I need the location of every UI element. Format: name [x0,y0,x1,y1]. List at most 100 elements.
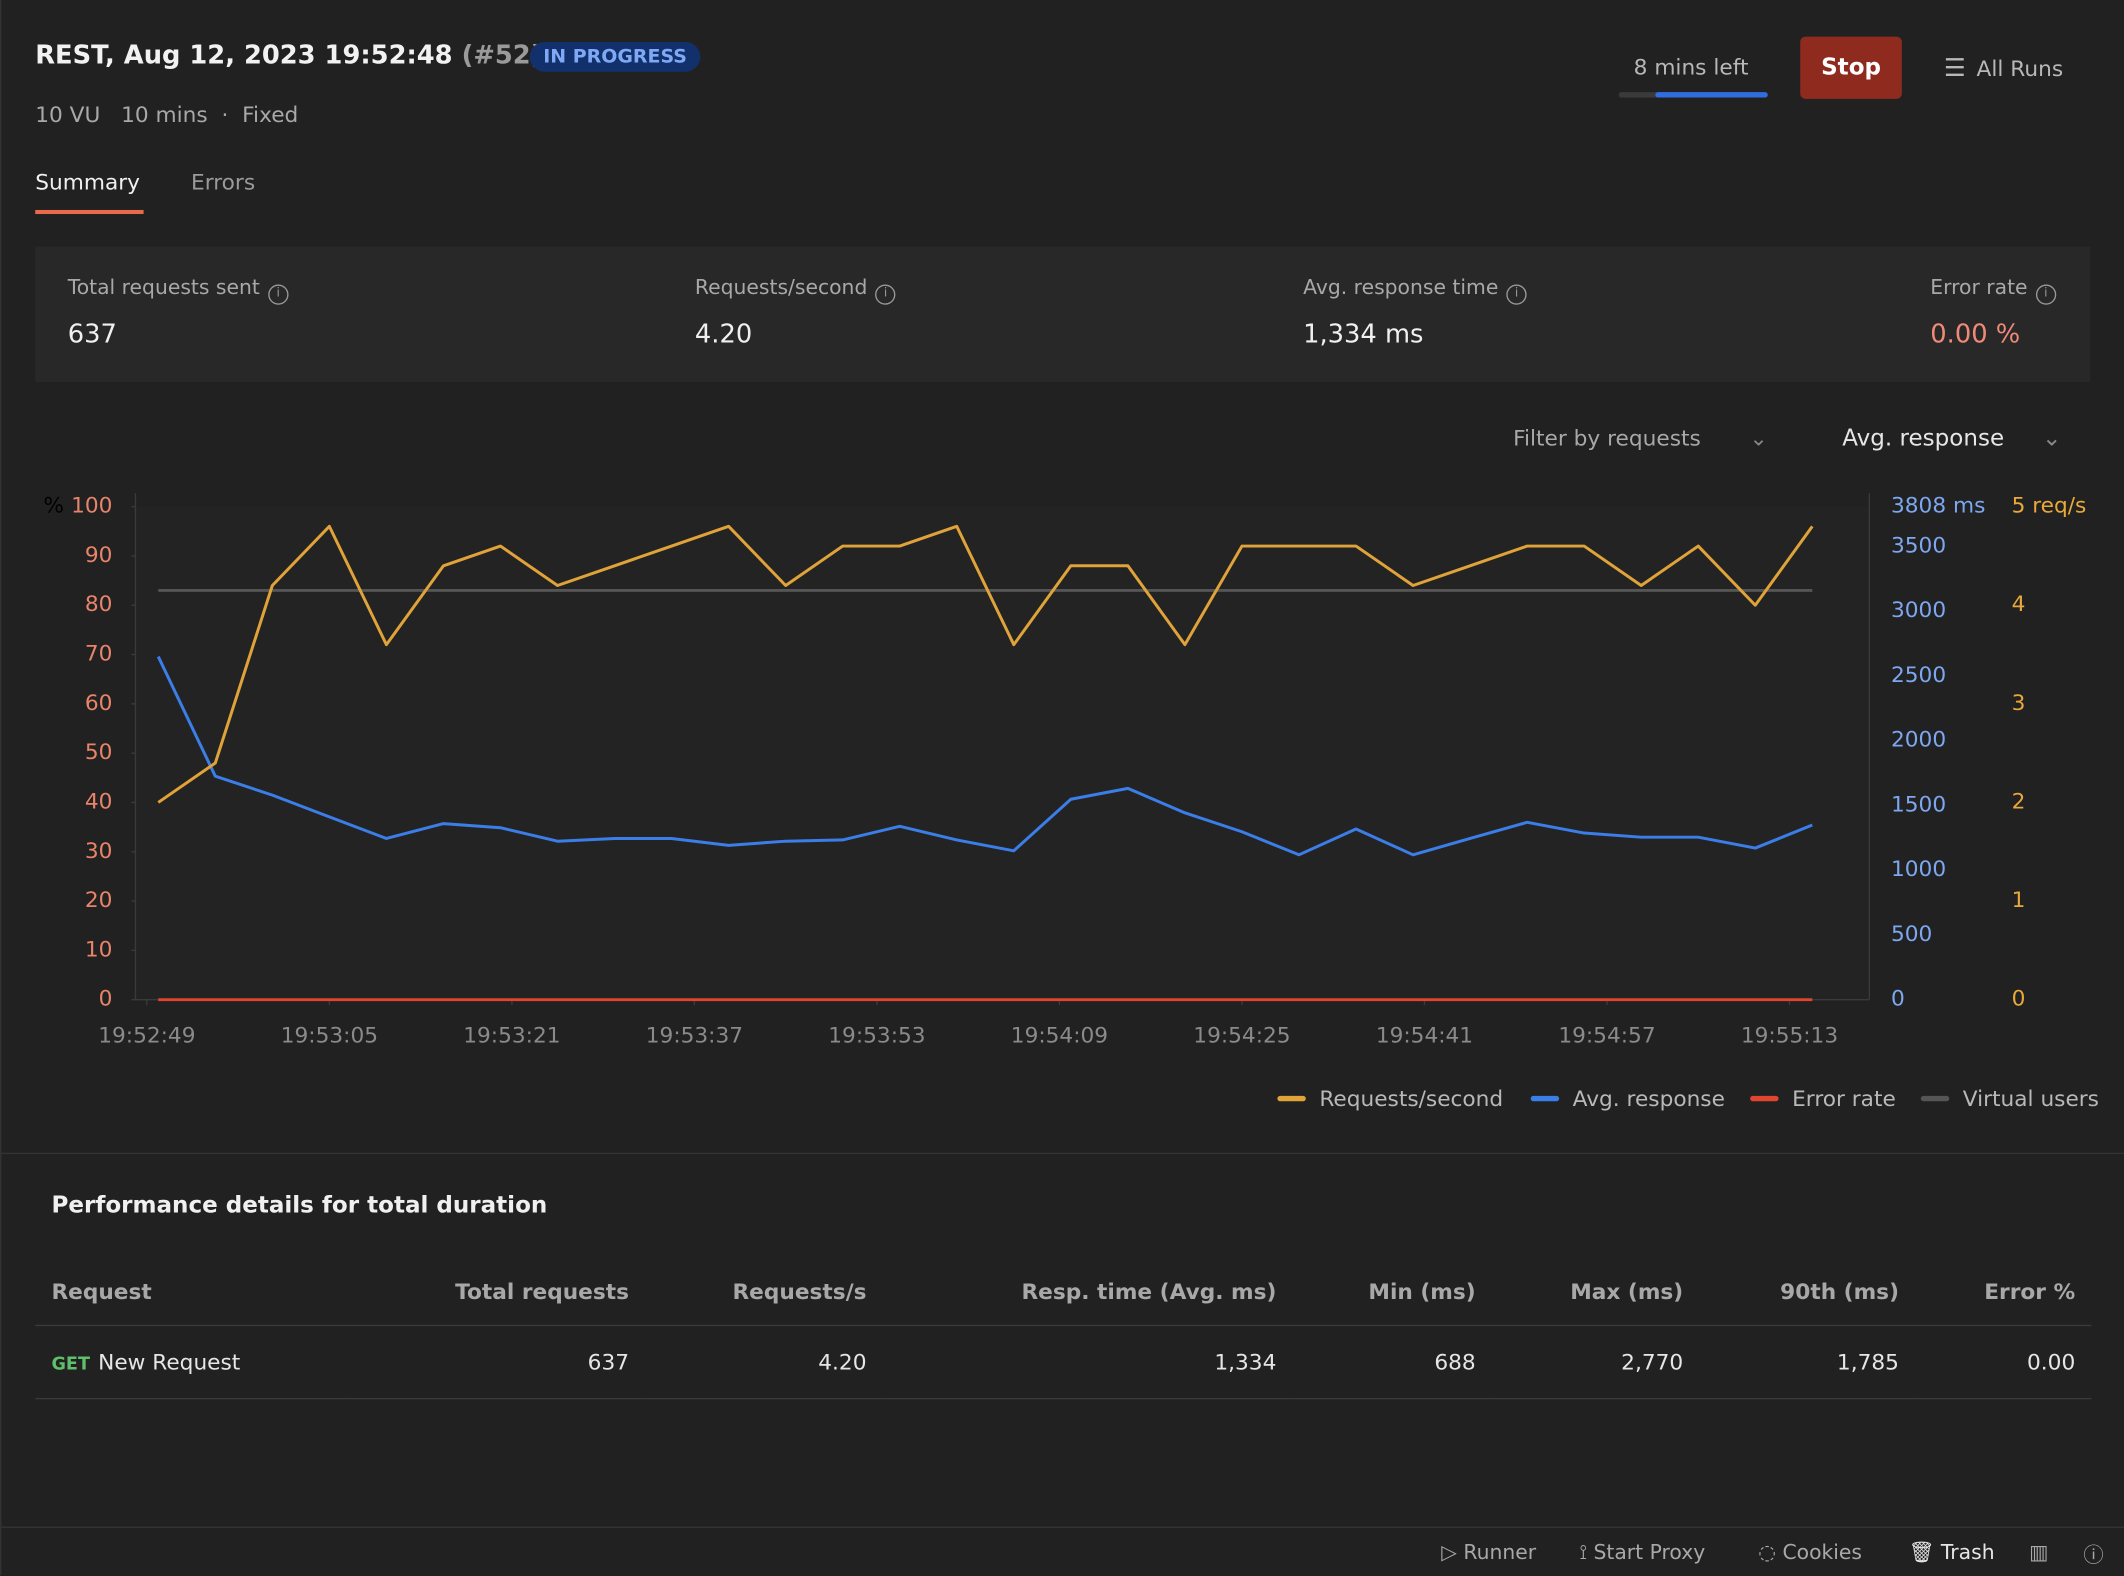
table-cell: 1,334 [882,1325,1293,1400]
y-tick-label: 100 [71,494,112,519]
series-line [157,524,1814,804]
y-tick-label: 50 [85,740,113,765]
stat-label-text: Avg. response time [1303,274,1499,300]
x-tick-label: 19:53:21 [463,1023,560,1048]
column-header: Min (ms) [1292,1257,1492,1327]
stat-value: 637 [67,319,117,350]
table-cell: 4.20 [645,1325,883,1400]
status-badge: IN PROGRESS [529,41,701,72]
footer-divider [0,1526,2124,1528]
y3-tick-label: 2 [2012,789,2026,814]
y-tick-label: 20 [85,888,113,913]
meta: 10 VU 10 mins · Fixed [35,101,299,128]
chevron: ⌄ [2042,425,2062,453]
stat-value: 4.20 [694,319,753,350]
list-icon: ☰ [1943,54,1966,83]
column-header: Request [35,1257,351,1327]
chart: % 01020304050607080901000500100015002000… [43,493,2099,1112]
table-title: Performance details for total duration [51,1192,548,1220]
stat-label-text: Requests/second [694,274,868,300]
footer-text: Trash [1940,1540,1995,1565]
series-line [156,655,1813,857]
column-header: Resp. time (Avg. ms) [882,1257,1293,1327]
y2-tick-label: 0 [1891,987,1905,1012]
y2-tick-label: 500 [1891,922,1932,947]
y-tick-label: 80 [85,592,113,617]
column-header: Max (ms) [1491,1257,1700,1327]
y2-tick-label: 3500 [1891,533,1946,558]
y2-tick-label: 3000 [1891,598,1946,623]
footer-text: Start Proxy [1593,1540,1706,1565]
x-tick-label: 19:53:53 [828,1023,925,1048]
x-tick-label: 19:54:57 [1558,1023,1655,1048]
meta-vu: 10 VU [35,101,101,128]
footer-text: Cookies [1782,1540,1863,1565]
y2-tick-label: 1000 [1891,857,1946,882]
progress-fill [1655,92,1768,98]
table-cell: 1,785 [1699,1325,1916,1400]
legend-label: Error rate [1792,1087,1896,1112]
stat-label-text: Error rate [1930,274,2028,300]
performance-table: Request Total requests Requests/s Resp. tim… [35,1257,2092,1400]
time-left: 8 mins left [1633,54,1749,80]
y-tick-label: 40 [85,789,113,814]
y-tick-label: 10 [85,937,113,962]
stop-button[interactable]: Stop [1800,36,1902,99]
y2-tick-label: 2000 [1891,728,1946,753]
table-cell: 637 [350,1325,646,1400]
request-name: New Request [98,1349,241,1375]
y-tick-label: 70 [85,642,113,667]
x-tick-label: 19:54:09 [1011,1023,1108,1048]
all-runs-text: All Runs [1976,55,2064,82]
footer-trash[interactable]: 🗑 Trash [1908,1540,1995,1565]
info-icon[interactable]: i [2035,284,2057,305]
x-tick-label: 19:55:13 [1741,1023,1838,1048]
title-text: REST, Aug 12, 2023 19:52:48 [35,40,453,71]
y2-tick-label: 2500 [1891,663,1946,688]
layout-icon[interactable]: ▥ [2029,1540,2049,1565]
y2-tick-label: 3808 ms [1891,494,1985,519]
y3-tick-label: 5 req/s [2012,494,2087,519]
x-tick-label: 19:53:37 [646,1023,743,1048]
filter-metric[interactable]: Avg. response ⌄ [1842,425,2061,452]
filter-text: Filter by requests [1513,425,1701,452]
x-tick-label: 19:54:25 [1193,1023,1290,1048]
stat-label: Total requests sent i [68,275,289,305]
tab-underline [35,209,144,215]
filter-text: Avg. response [1842,425,2005,453]
footer-proxy[interactable]: ⟟ Start Proxy [1579,1540,1706,1565]
legend-label: Requests/second [1319,1087,1503,1112]
info-icon[interactable]: i [875,284,896,305]
info-icon[interactable]: i [1506,284,1527,305]
progress-track [1618,92,1768,98]
divider [0,1152,2124,1155]
y2-tick-label: 1500 [1891,792,1946,817]
plot-area [135,506,1870,1000]
y-tick-label: 90 [85,543,113,568]
all-runs-button[interactable]: ☰ All Runs [1944,54,2063,82]
footer-cookies[interactable]: ◌ Cookies [1758,1540,1863,1565]
meta-type: Fixed [242,101,299,128]
tab-summary[interactable]: Summary [35,169,140,196]
stat-label-text: Total requests sent [67,274,260,300]
column-header: Total requests [350,1257,646,1327]
request-cell: GET New Request [35,1325,351,1400]
stat-label: Error rate i [1930,274,2057,305]
info-icon[interactable]: i [267,284,289,305]
legend-label: Avg. response [1573,1087,1725,1112]
filter-requests[interactable]: Filter by requests ⌄ [1513,425,1768,451]
tab-errors[interactable]: Errors [190,169,256,196]
stat-label: Avg. response time i [1303,275,1527,305]
column-header: 90th (ms) [1699,1257,1916,1327]
table-header: Request Total requests Requests/s Resp. tim… [35,1257,2092,1327]
table-body: GET New Request 637 4.20 1,334 688 2,770 1,785 0… [35,1325,2092,1400]
y3-tick-label: 0 [2012,987,2026,1012]
table-row: GET New Request 637 4.20 1,334 688 2,770 1,785 0… [35,1325,2092,1400]
help-icon[interactable]: ⓘ [2083,1542,2104,1568]
footer-runner[interactable]: ▷ Runner [1441,1540,1537,1565]
stat-value: 1,334 ms [1303,319,1424,350]
method: GET [51,1354,90,1375]
y-tick-label: 30 [85,839,113,864]
